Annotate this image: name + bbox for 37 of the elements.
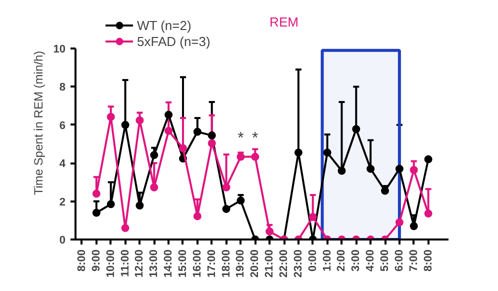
x-tick-label: 2:00 <box>336 249 348 272</box>
x-tick-label: 8:00 <box>422 249 434 272</box>
legend-label: WT (n=2) <box>137 17 192 33</box>
x-tick-label: 9:00 <box>90 249 102 272</box>
annotation: * <box>252 130 258 147</box>
x-tick-label: 10:00 <box>104 249 117 278</box>
y-tick-label: 2 <box>59 196 66 208</box>
x-tick-label: 12:00 <box>134 249 146 278</box>
x-tick-label: 1:00 <box>321 249 334 272</box>
x-tick-label: 16:00 <box>191 249 204 278</box>
y-tick-label: 8 <box>59 82 66 94</box>
x-tick-label: 20:00 <box>249 249 262 278</box>
y-tick-label: 6 <box>59 120 66 132</box>
x-tick-label: 23:00 <box>292 249 304 278</box>
x-tick-label: 22:00 <box>278 249 290 278</box>
x-tick-label: 4:00 <box>364 249 377 272</box>
legend-label: 5xFAD (n=3) <box>137 33 210 49</box>
x-tick-label: 11:00 <box>119 249 132 278</box>
x-tick-label: 7:00 <box>408 249 420 272</box>
y-tick-label: 10 <box>53 44 66 56</box>
x-tick-label: 6:00 <box>393 249 406 272</box>
x-tick-label: 3:00 <box>350 249 362 272</box>
x-tick-label: 0:00 <box>306 249 319 272</box>
x-tick-label: 5:00 <box>379 249 392 272</box>
y-tick-label: 4 <box>59 158 66 170</box>
x-tick-label: 13:00 <box>148 249 160 278</box>
x-tick-label: 15:00 <box>177 249 189 278</box>
x-tick-label: 8:00 <box>76 249 88 272</box>
annotation: * <box>238 130 244 147</box>
x-tick-label: 19:00 <box>234 249 247 278</box>
y-axis-title: Time Spent in REM (min/h) <box>31 50 46 196</box>
x-tick-label: 21:00 <box>264 249 276 278</box>
x-tick-label: 18:00 <box>220 249 232 278</box>
chart-title: REM <box>270 14 298 30</box>
x-tick-label: 14:00 <box>162 249 175 278</box>
y-tick-label: 0 <box>59 234 66 246</box>
x-tick-label: 17:00 <box>206 249 218 278</box>
